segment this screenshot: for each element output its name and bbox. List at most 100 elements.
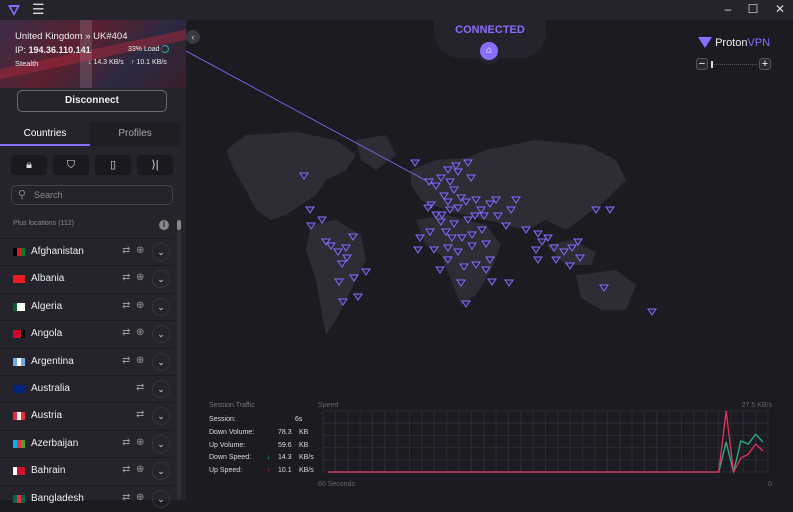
info-icon[interactable]: i: [159, 220, 169, 230]
server-marker[interactable]: [470, 212, 480, 220]
search-input[interactable]: ⚲ Search: [11, 185, 173, 205]
server-marker[interactable]: [415, 234, 425, 242]
expand-button[interactable]: ⌄: [152, 352, 170, 371]
server-marker[interactable]: [471, 196, 481, 204]
server-marker[interactable]: [334, 278, 344, 286]
server-marker[interactable]: [317, 216, 327, 224]
home-icon[interactable]: ⌂: [480, 42, 498, 60]
server-marker[interactable]: [305, 206, 315, 214]
disconnect-button[interactable]: Disconnect: [17, 90, 167, 112]
world-map[interactable]: [186, 20, 793, 400]
server-marker[interactable]: [453, 248, 463, 256]
country-row[interactable]: Azerbaijan ⊕ ⇄ ⌄: [0, 429, 175, 457]
server-marker[interactable]: [559, 248, 569, 256]
expand-button[interactable]: ⌄: [152, 380, 170, 398]
server-marker[interactable]: [466, 174, 476, 182]
expand-button[interactable]: ⌄: [152, 462, 170, 481]
expand-button[interactable]: ⌄: [152, 270, 170, 289]
server-marker[interactable]: [437, 211, 447, 219]
server-marker[interactable]: [349, 274, 359, 282]
server-marker[interactable]: [471, 261, 481, 269]
country-row[interactable]: Austria ⇄ ⌄: [0, 402, 175, 429]
scrollbar[interactable]: [177, 220, 181, 500]
server-marker[interactable]: [443, 256, 453, 264]
server-marker[interactable]: [431, 182, 441, 190]
server-marker[interactable]: [573, 238, 583, 246]
expand-button[interactable]: ⌄: [152, 297, 170, 316]
server-marker[interactable]: [436, 218, 446, 226]
close-button[interactable]: ✕: [774, 2, 786, 16]
server-marker[interactable]: [543, 234, 553, 242]
server-marker[interactable]: [445, 206, 455, 214]
expand-button[interactable]: ⌄: [152, 325, 170, 344]
country-row[interactable]: Algeria ⊕ ⇄ ⌄: [0, 292, 175, 320]
server-marker[interactable]: [338, 298, 348, 306]
zoom-in-button[interactable]: +: [759, 58, 771, 70]
server-marker[interactable]: [457, 234, 467, 242]
netshield-filter-button[interactable]: ⛉: [53, 155, 89, 175]
maximize-button[interactable]: ☐: [747, 2, 759, 16]
server-marker[interactable]: [549, 244, 559, 252]
server-marker[interactable]: [439, 192, 449, 200]
server-marker[interactable]: [461, 300, 471, 308]
server-marker[interactable]: [506, 206, 516, 214]
server-marker[interactable]: [443, 166, 453, 174]
server-marker[interactable]: [533, 230, 543, 238]
server-marker[interactable]: [435, 266, 445, 274]
server-marker[interactable]: [306, 222, 316, 230]
server-marker[interactable]: [333, 248, 343, 256]
server-marker[interactable]: [467, 242, 477, 250]
server-marker[interactable]: [467, 231, 477, 239]
p2p-filter-button[interactable]: ▯: [95, 155, 131, 175]
server-marker[interactable]: [575, 254, 585, 262]
server-marker[interactable]: [485, 200, 495, 208]
server-marker[interactable]: [459, 263, 469, 271]
server-marker[interactable]: [456, 194, 466, 202]
server-marker[interactable]: [605, 206, 615, 214]
country-row[interactable]: Argentina ⊕ ⇄ ⌄: [0, 347, 175, 375]
server-marker[interactable]: [449, 186, 459, 194]
server-marker[interactable]: [443, 198, 453, 206]
minimize-button[interactable]: –: [724, 2, 732, 16]
server-marker[interactable]: [361, 268, 371, 276]
country-row[interactable]: Bangladesh ⊕ ⇄ ⌄: [0, 484, 175, 512]
server-marker[interactable]: [425, 228, 435, 236]
menu-icon[interactable]: ☰: [32, 1, 45, 17]
server-marker[interactable]: [521, 226, 531, 234]
server-marker[interactable]: [531, 246, 541, 254]
server-marker[interactable]: [445, 178, 455, 186]
server-marker[interactable]: [567, 244, 577, 252]
server-marker[interactable]: [476, 206, 486, 214]
server-marker[interactable]: [647, 308, 657, 316]
secure-core-filter-button[interactable]: 🔒︎: [11, 155, 47, 175]
server-marker[interactable]: [441, 228, 451, 236]
server-marker[interactable]: [501, 222, 511, 230]
server-marker[interactable]: [337, 260, 347, 268]
server-marker[interactable]: [491, 196, 501, 204]
country-row[interactable]: Albania ⊕ ⇄ ⌄: [0, 265, 175, 292]
server-marker[interactable]: [348, 233, 358, 241]
server-marker[interactable]: [456, 279, 466, 287]
server-marker[interactable]: [511, 196, 521, 204]
server-marker[interactable]: [453, 204, 463, 212]
server-marker[interactable]: [341, 244, 351, 252]
server-marker[interactable]: [487, 278, 497, 286]
server-marker[interactable]: [413, 246, 423, 254]
tab-profiles[interactable]: Profiles: [90, 122, 180, 146]
server-marker[interactable]: [449, 220, 459, 228]
server-marker[interactable]: [463, 216, 473, 224]
server-marker[interactable]: [493, 212, 503, 220]
expand-button[interactable]: ⌄: [152, 434, 170, 453]
expand-button[interactable]: ⌄: [152, 243, 170, 261]
server-marker[interactable]: [533, 256, 543, 264]
country-row[interactable]: Australia ⇄ ⌄: [0, 375, 175, 402]
zoom-slider[interactable]: [711, 61, 757, 68]
server-marker[interactable]: [342, 254, 352, 262]
server-marker[interactable]: [481, 266, 491, 274]
server-marker[interactable]: [299, 172, 309, 180]
server-marker[interactable]: [537, 238, 547, 246]
server-marker[interactable]: [424, 178, 434, 186]
server-marker[interactable]: [463, 159, 473, 167]
server-marker[interactable]: [591, 206, 601, 214]
expand-button[interactable]: ⌄: [152, 489, 170, 508]
